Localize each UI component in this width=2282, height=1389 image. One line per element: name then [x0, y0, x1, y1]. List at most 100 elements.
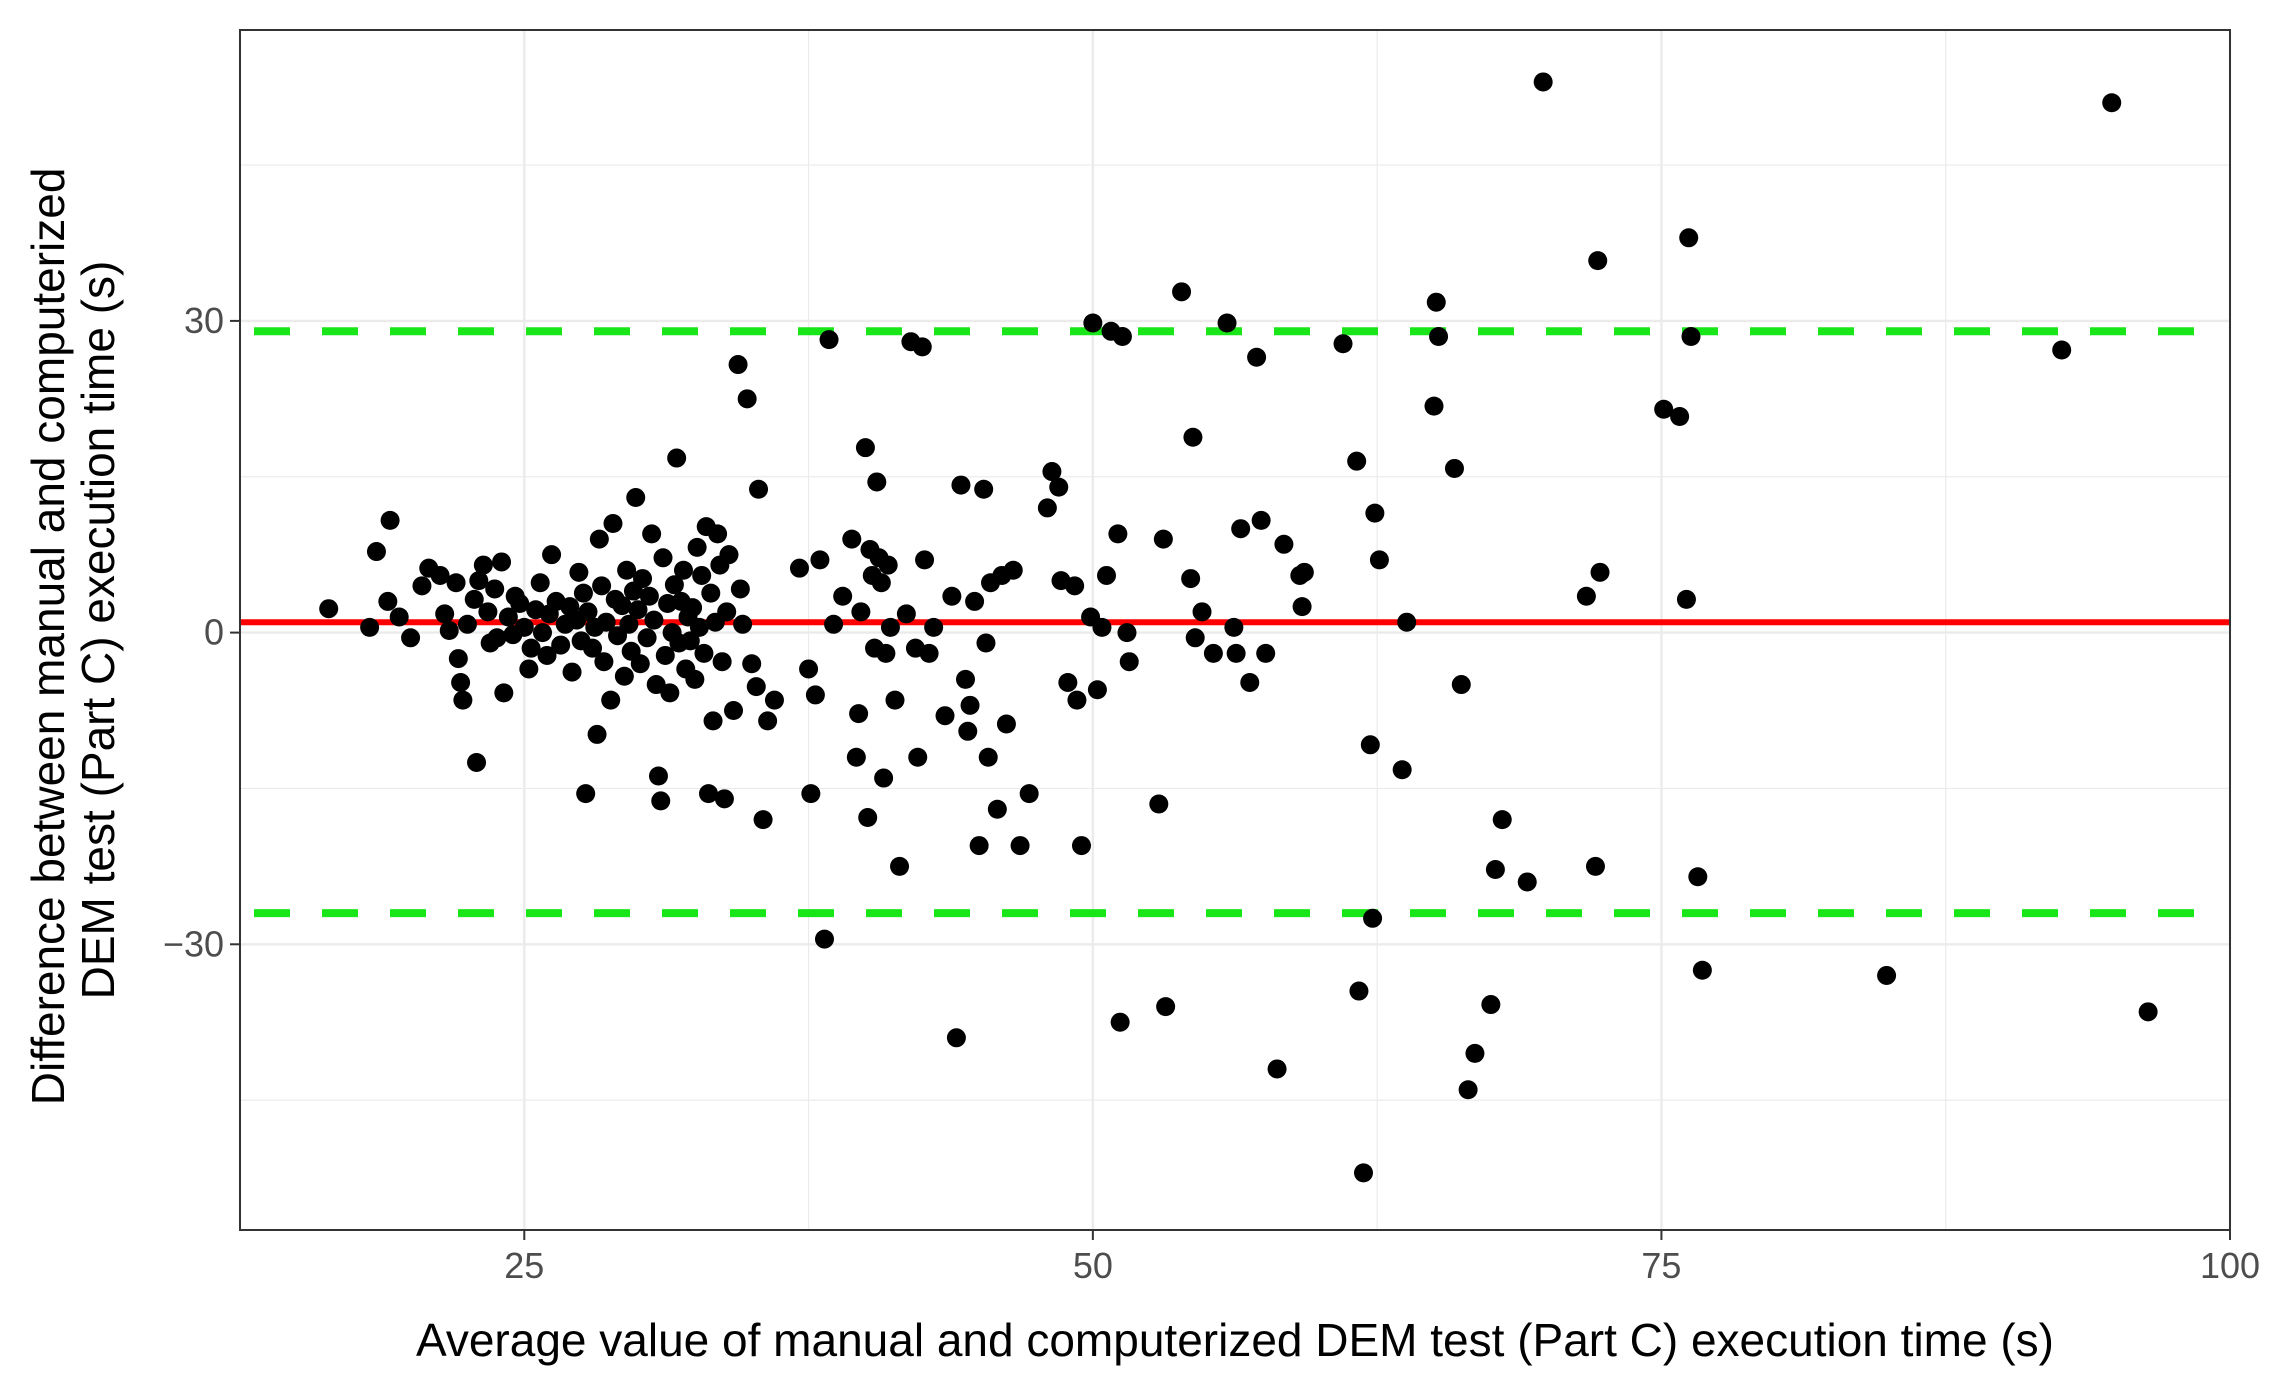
data-point	[842, 529, 862, 549]
data-point	[1688, 867, 1708, 887]
data-point	[737, 389, 757, 409]
data-point	[633, 569, 653, 589]
data-point	[960, 695, 980, 715]
data-point	[880, 617, 900, 637]
data-point	[1481, 995, 1501, 1015]
data-point	[858, 808, 878, 828]
data-point	[366, 542, 386, 562]
data-point	[603, 514, 623, 534]
data-point	[1347, 451, 1367, 471]
data-point	[846, 747, 866, 767]
data-point	[378, 591, 398, 611]
data-point	[1067, 690, 1087, 710]
data-point	[2138, 1002, 2158, 1022]
data-point	[703, 711, 723, 731]
data-point	[1397, 612, 1417, 632]
data-point	[1365, 503, 1385, 523]
data-point	[685, 669, 705, 689]
data-point	[1183, 427, 1203, 447]
data-point	[855, 438, 875, 458]
data-point	[1092, 617, 1112, 637]
data-point	[976, 633, 996, 653]
data-point	[1153, 529, 1173, 549]
data-point	[915, 550, 935, 570]
data-point	[1292, 597, 1312, 617]
data-point	[532, 623, 552, 643]
data-point	[1010, 836, 1030, 856]
data-point	[519, 659, 539, 679]
data-point	[805, 685, 825, 705]
data-point	[692, 565, 712, 585]
data-point	[1333, 334, 1353, 354]
data-point	[589, 529, 609, 549]
data-point	[562, 662, 582, 682]
data-point	[1576, 586, 1596, 606]
data-point	[810, 550, 830, 570]
data-point	[457, 614, 477, 634]
data-point	[1877, 965, 1897, 985]
data-point	[1681, 326, 1701, 346]
data-point	[1670, 406, 1690, 426]
data-point	[648, 766, 668, 786]
data-point	[1003, 560, 1023, 580]
data-point	[683, 598, 703, 618]
data-point	[1117, 623, 1137, 643]
data-point	[510, 594, 530, 614]
data-point	[890, 856, 910, 876]
data-point	[799, 659, 819, 679]
data-point	[578, 602, 598, 622]
data-point	[1492, 810, 1512, 830]
data-point	[701, 583, 721, 603]
data-point	[974, 479, 994, 499]
data-point	[626, 488, 646, 508]
data-point	[1485, 859, 1505, 879]
data-point	[573, 583, 593, 603]
data-point	[746, 677, 766, 697]
data-point	[619, 614, 639, 634]
data-point	[1588, 251, 1608, 271]
data-point	[1363, 908, 1383, 928]
data-point	[987, 799, 1007, 819]
data-point	[630, 654, 650, 674]
data-point	[1294, 562, 1314, 582]
data-point	[871, 573, 891, 593]
data-point	[1590, 562, 1610, 582]
data-point	[542, 545, 562, 565]
data-point	[1217, 313, 1237, 333]
data-points	[319, 72, 2158, 1183]
data-point	[1231, 519, 1251, 539]
data-point	[637, 628, 657, 648]
data-point	[660, 683, 680, 703]
y-axis-title: Difference between manual and computeriz…	[22, 155, 124, 1105]
data-point	[942, 586, 962, 606]
data-point	[1240, 672, 1260, 692]
data-point	[412, 576, 432, 596]
data-point	[728, 355, 748, 375]
data-point	[596, 612, 616, 632]
data-point	[694, 643, 714, 663]
data-point	[644, 610, 664, 630]
data-point	[874, 768, 894, 788]
data-point	[639, 586, 659, 606]
data-point	[712, 652, 732, 672]
data-point	[473, 555, 493, 575]
data-point	[876, 643, 896, 663]
data-point	[1083, 313, 1103, 333]
data-point	[758, 711, 778, 731]
data-point	[389, 607, 409, 627]
data-point	[996, 714, 1016, 734]
data-point	[453, 690, 473, 710]
data-point	[1224, 617, 1244, 637]
data-point	[1692, 960, 1712, 980]
data-point	[687, 537, 707, 557]
data-point	[469, 571, 489, 591]
data-point	[642, 524, 662, 544]
data-point	[1444, 458, 1464, 478]
data-point	[646, 675, 666, 695]
data-point	[1149, 794, 1169, 814]
y-axis-title-line-2: DEM test (Part C) execution time (s)	[72, 261, 124, 1000]
data-point	[801, 784, 821, 804]
data-point	[1451, 675, 1471, 695]
data-point	[401, 628, 421, 648]
data-point	[896, 604, 916, 624]
